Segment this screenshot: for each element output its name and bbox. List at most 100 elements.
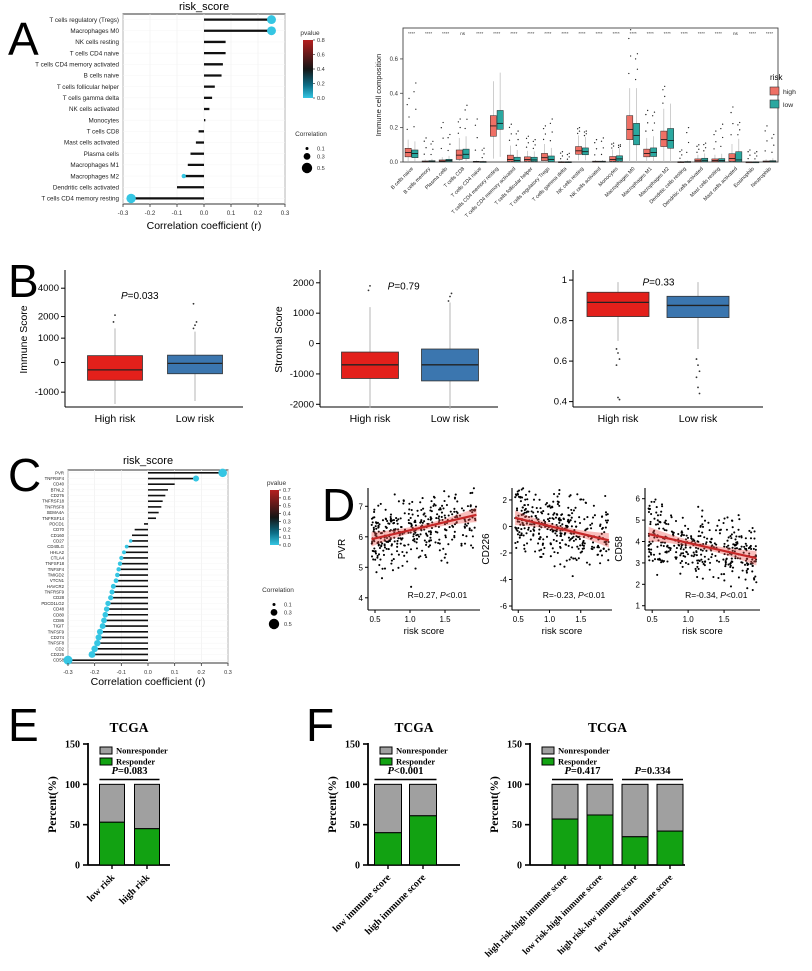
svg-text:CD27: CD27 [53, 538, 65, 543]
panel-f-immune-score-stacked-bar: 0 50 100 150 Percent(%) TCGA NonresponderRespo… [327, 720, 460, 937]
svg-text:T cells CD8: T cells CD8 [87, 129, 120, 136]
svg-text:risk score: risk score [404, 626, 445, 637]
svg-text:0.7: 0.7 [283, 488, 291, 494]
svg-text:CD40: CD40 [53, 482, 65, 487]
svg-text:150: 150 [507, 740, 522, 751]
svg-text:HHLA2: HHLA2 [50, 550, 64, 555]
svg-text:0.0: 0.0 [390, 160, 399, 166]
svg-text:low immune score: low immune score [331, 872, 394, 935]
panel-b-label: B [8, 255, 39, 307]
svg-text:BTNL2: BTNL2 [51, 487, 65, 492]
svg-text:low: low [783, 102, 793, 109]
svg-text:B cells naive: B cells naive [84, 73, 120, 80]
svg-text:-1000: -1000 [290, 369, 314, 380]
svg-text:1.0: 1.0 [683, 615, 695, 624]
svg-text:Macrophages M2: Macrophages M2 [70, 173, 119, 180]
svg-text:4000: 4000 [38, 283, 59, 294]
svg-text:****: **** [510, 31, 517, 36]
svg-text:T cells CD4 memory activated: T cells CD4 memory activated [35, 61, 119, 68]
svg-text:****: **** [561, 31, 568, 36]
svg-text:T cells CD4 memory resting: T cells CD4 memory resting [41, 196, 119, 203]
svg-text:PDCD1LG2: PDCD1LG2 [41, 601, 64, 606]
svg-text:0.5: 0.5 [369, 615, 381, 624]
panel-b-immune-score-boxplot: 4000 2000 1000 0 -1000 Immune Score High risk L… [18, 270, 243, 425]
svg-text:High risk: High risk [598, 413, 640, 425]
svg-text:0.1: 0.1 [284, 603, 292, 609]
svg-text:0.6: 0.6 [390, 57, 399, 63]
svg-text:0.0: 0.0 [200, 210, 209, 217]
svg-text:CD86: CD86 [53, 618, 65, 623]
svg-text:1.5: 1.5 [575, 615, 587, 624]
svg-text:P=0.417: P=0.417 [564, 766, 600, 777]
svg-text:-6: -6 [500, 602, 508, 611]
svg-text:P=0.083: P=0.083 [111, 766, 147, 777]
svg-text:****: **** [630, 31, 637, 36]
svg-text:1000: 1000 [293, 308, 314, 319]
svg-text:****: **** [442, 31, 449, 36]
svg-text:CD58: CD58 [614, 536, 625, 562]
svg-text:0.5: 0.5 [647, 615, 659, 624]
svg-text:Mast cells activated: Mast cells activated [64, 140, 119, 147]
panel-c-label: C [8, 449, 42, 501]
svg-text:2000: 2000 [38, 312, 59, 323]
svg-text:Immune Score: Immune Score [18, 305, 30, 373]
svg-text:pvalue: pvalue [267, 480, 287, 487]
svg-text:5: 5 [636, 516, 641, 525]
panel-b-third-boxplot: 1 0.8 0.6 0.4 High risk Low risk P=0.33 [554, 270, 763, 425]
svg-text:Responder: Responder [558, 757, 597, 767]
svg-text:TNFSF4: TNFSF4 [48, 567, 65, 572]
svg-text:TCGA: TCGA [109, 720, 148, 735]
panel-f-combined-groups-stacked-bar: 0 50 100 150 Percent(%) TCGA NonresponderRespo… [483, 720, 685, 959]
svg-text:CD48: CD48 [53, 607, 65, 612]
svg-text:risk score: risk score [682, 626, 723, 637]
svg-text:high risk: high risk [117, 872, 152, 907]
svg-text:0.5: 0.5 [284, 622, 292, 628]
svg-text:risk_score: risk_score [123, 455, 173, 467]
svg-text:high immune score: high immune score [363, 872, 428, 937]
svg-text:PVR: PVR [337, 539, 348, 560]
svg-text:7: 7 [359, 502, 364, 511]
svg-text:0.3: 0.3 [317, 154, 325, 160]
svg-text:PDCD1: PDCD1 [49, 521, 64, 526]
svg-text:****: **** [544, 31, 551, 36]
svg-text:1.0: 1.0 [544, 615, 556, 624]
panel-a-label: A [8, 13, 39, 65]
svg-text:0.8: 0.8 [554, 316, 567, 327]
svg-text:T cells follicular helper: T cells follicular helper [57, 84, 119, 91]
svg-text:P=0.033: P=0.033 [121, 291, 159, 302]
panel-d-pvr-scatter: 0.5 1.0 1.5 4 5 6 7 PVR risk score R=0.27, P<0.01 [337, 487, 480, 637]
svg-text:****: **** [647, 31, 654, 36]
svg-text:0.2: 0.2 [390, 126, 399, 132]
svg-text:-0.2: -0.2 [145, 210, 156, 217]
svg-text:Percent(%): Percent(%) [47, 776, 59, 833]
svg-text:TCGA: TCGA [394, 720, 433, 735]
svg-text:0.4: 0.4 [554, 397, 567, 408]
svg-text:CD58: CD58 [53, 658, 65, 663]
svg-text:CD28: CD28 [53, 595, 65, 600]
panel-e-label: E [8, 699, 39, 751]
svg-text:****: **** [612, 31, 619, 36]
svg-text:6: 6 [636, 495, 641, 504]
svg-text:Plasma cells: Plasma cells [84, 151, 119, 158]
svg-text:0: 0 [54, 357, 59, 368]
svg-text:TNFRSF8: TNFRSF8 [45, 504, 65, 509]
svg-text:R=0.27, P<0.01: R=0.27, P<0.01 [408, 590, 468, 600]
panel-d-cd58-scatter: 0.5 1.0 1.5 1 2 3 4 5 6 CD58 risk score R=-0.34, P<… [614, 488, 760, 637]
svg-text:0.0: 0.0 [283, 543, 291, 549]
svg-text:Percent(%): Percent(%) [489, 776, 501, 833]
svg-text:Monocytes: Monocytes [89, 117, 119, 124]
svg-text:50: 50 [512, 820, 522, 831]
svg-text:1.5: 1.5 [719, 615, 731, 624]
svg-text:****: **** [408, 31, 415, 36]
panel-b-stromal-score-boxplot: 2000 1000 0 -1000 -2000 Stromal Score High ris… [273, 270, 498, 425]
svg-text:100: 100 [507, 780, 522, 791]
svg-text:0.5: 0.5 [317, 166, 325, 172]
svg-text:Dendritic cells activated: Dendritic cells activated [53, 184, 120, 191]
svg-text:1.0: 1.0 [404, 615, 416, 624]
svg-text:TNFSF9: TNFSF9 [48, 629, 65, 634]
svg-text:TNFRSF14: TNFRSF14 [42, 516, 64, 521]
svg-text:150: 150 [345, 740, 360, 751]
svg-text:-2000: -2000 [290, 399, 314, 410]
svg-text:100: 100 [65, 780, 80, 791]
svg-text:ns: ns [460, 31, 466, 36]
